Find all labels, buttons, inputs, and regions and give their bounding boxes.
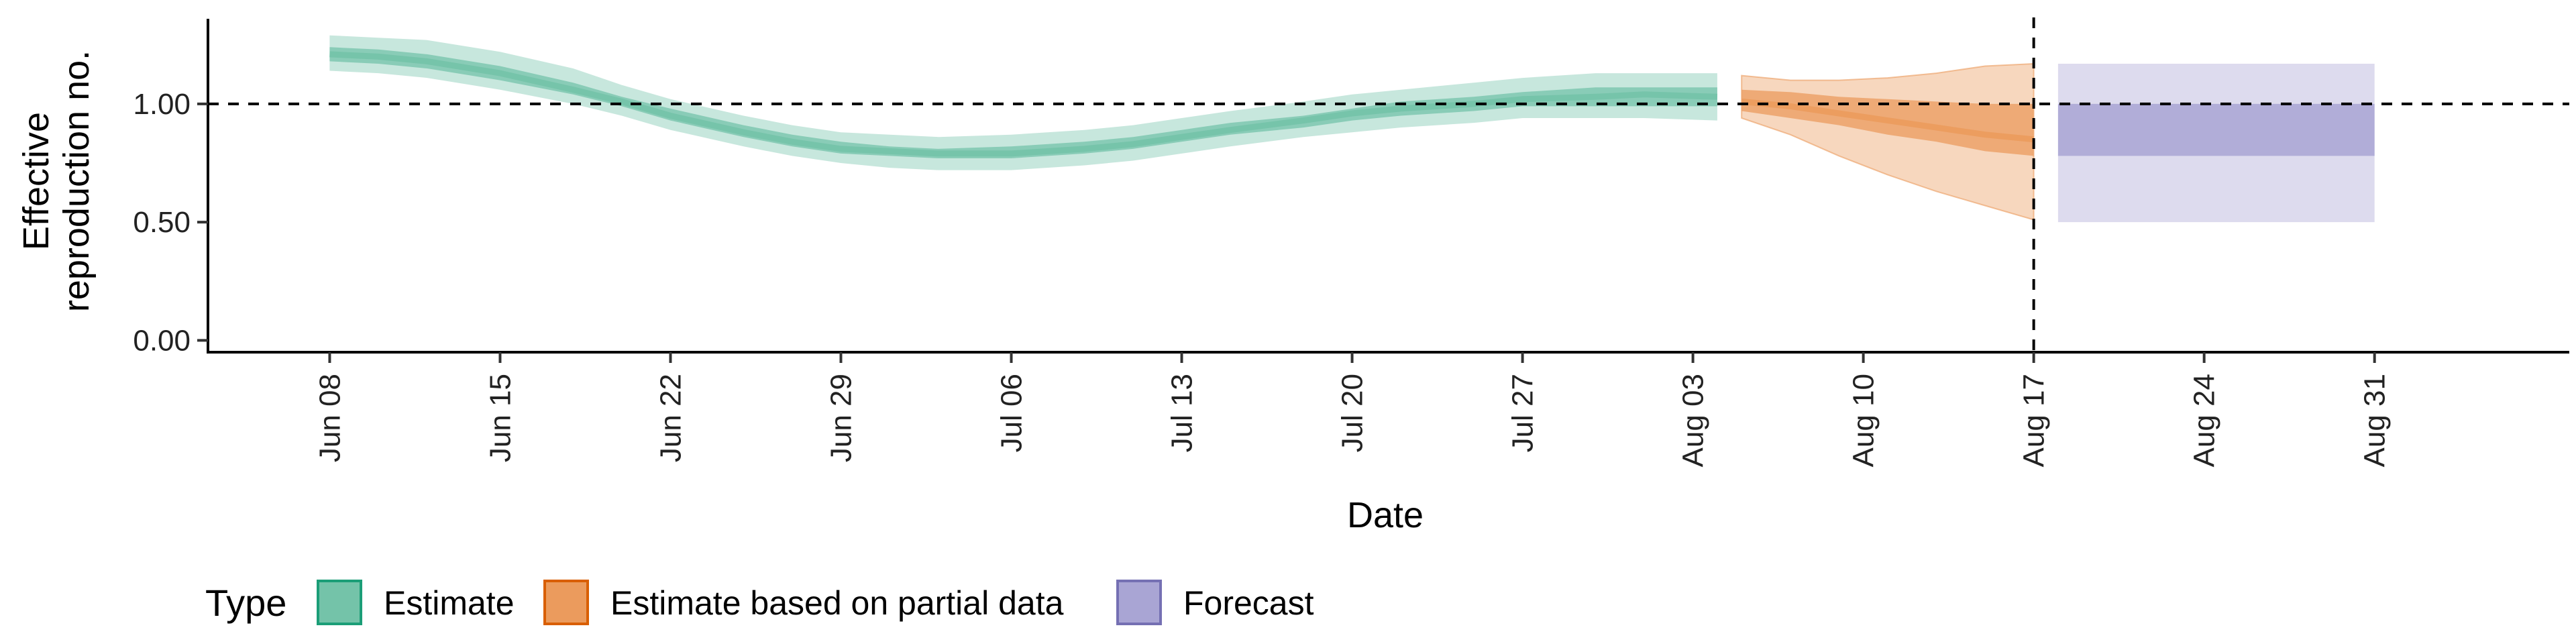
median-line-estimate (329, 51, 1718, 157)
x-tick-label: Jul 06 (996, 374, 1028, 452)
median-lines (329, 51, 2035, 157)
x-axis-title: Date (1347, 495, 1424, 535)
y-axis-ticks: 0.00 0.50 1.00 (133, 88, 208, 357)
legend-label-partial: Estimate based on partial data (610, 584, 1064, 622)
x-tick-label: Aug 31 (2359, 374, 2392, 467)
reference-lines (208, 17, 2569, 352)
x-tick-label: Jun 29 (825, 374, 858, 462)
x-tick-label: Aug 03 (1677, 374, 1710, 467)
y-axis-title-line-2: reproduction no. (56, 50, 97, 312)
legend: Type Estimate Estimate based on partial … (205, 580, 1314, 625)
x-tick-label: Aug 17 (2018, 374, 2051, 467)
legend-swatch-estimate (317, 580, 362, 625)
x-axis-ticks: Jun 08 Jun 15 Jun 22 Jun 29 Jul 06 Jul 13 Jul … (313, 352, 2392, 467)
x-tick-label: Jun 22 (655, 374, 688, 462)
legend-label-estimate: Estimate (384, 584, 515, 622)
y-tick-label: 0.50 (133, 206, 191, 239)
legend-swatch-partial (543, 580, 589, 625)
x-tick-label: Aug 24 (2188, 374, 2221, 467)
band-inner-forecast (2057, 103, 2375, 156)
x-tick-label: Jun 08 (313, 374, 346, 462)
legend-swatch-forecast (1116, 580, 1162, 625)
axes (207, 19, 2569, 354)
x-tick-label: Jun 15 (484, 374, 517, 462)
legend-title: Type (205, 582, 286, 624)
y-tick-label: 1.00 (133, 88, 191, 121)
legend-label-forecast: Forecast (1183, 584, 1314, 622)
x-tick-label: Aug 10 (1847, 374, 1880, 467)
y-axis-title-line-1: Effective (16, 112, 56, 250)
x-tick-label: Jul 27 (1507, 374, 1540, 452)
y-tick-label: 0.00 (133, 324, 191, 357)
median-line-estimate-based-on-partial-data (1741, 98, 2035, 143)
x-tick-label: Jul 13 (1166, 374, 1199, 452)
x-tick-label: Jul 20 (1336, 374, 1369, 452)
